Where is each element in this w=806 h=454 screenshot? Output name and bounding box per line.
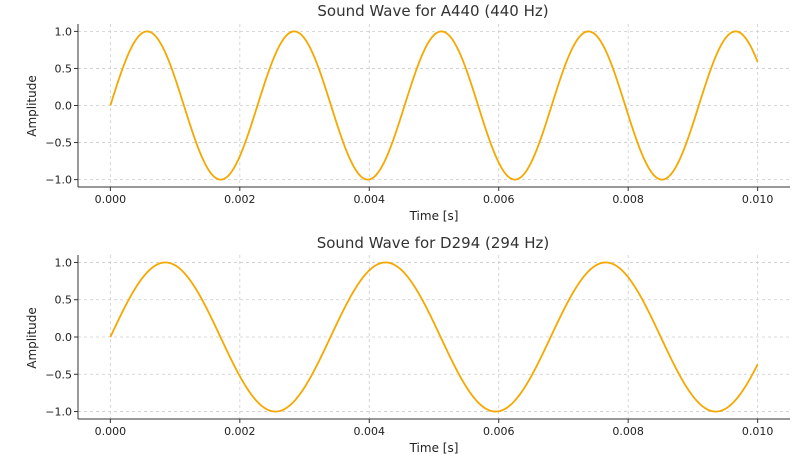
a440-y-tick-label: 0.0 (55, 100, 73, 113)
d294-y-tick-label: 1.0 (55, 256, 73, 269)
a440-x-tick-label: 0.010 (742, 193, 774, 206)
d294-plot: Sound Wave for D294 (294 Hz) Amplitude T… (25, 234, 790, 454)
a440-y-tick-label: −1.0 (45, 174, 72, 187)
d294-x-axis-label: Time [s] (409, 441, 459, 454)
d294-y-tick-label: −1.0 (45, 406, 72, 419)
d294-x-tick-label: 0.000 (95, 425, 127, 438)
d294-x-tick-label: 0.006 (483, 425, 515, 438)
a440-x-tick-label: 0.008 (612, 193, 644, 206)
d294-sine-wave-line (109, 261, 759, 413)
a440-sine-wave-line (109, 30, 759, 181)
d294-x-tick-label: 0.010 (742, 425, 774, 438)
d294-y-tick-label: 0.0 (55, 331, 73, 344)
a440-x-tick-label: 0.004 (354, 193, 386, 206)
a440-x-axis-label: Time [s] (409, 209, 459, 223)
a440-y-axis-label: Amplitude (25, 75, 39, 137)
d294-x-tick-label: 0.002 (224, 425, 256, 438)
d294-plot-title: Sound Wave for D294 (294 Hz) (317, 234, 550, 252)
d294-y-axis-label: Amplitude (25, 307, 39, 369)
a440-x-tick-label: 0.000 (95, 193, 127, 206)
a440-x-tick-label: 0.006 (483, 193, 515, 206)
d294-y-tick-label: 0.5 (55, 294, 73, 307)
d294-x-tick-label: 0.004 (354, 425, 386, 438)
a440-plot-title: Sound Wave for A440 (440 Hz) (317, 2, 548, 20)
a440-y-tick-label: 0.5 (55, 62, 73, 75)
a440-plot: Sound Wave for A440 (440 Hz) Amplitude T… (25, 2, 790, 223)
a440-x-tick-label: 0.002 (224, 193, 256, 206)
a440-y-tick-label: −0.5 (45, 137, 72, 150)
a440-y-tick-label: 1.0 (55, 25, 73, 38)
d294-x-tick-label: 0.008 (612, 425, 644, 438)
d294-y-tick-label: −0.5 (45, 368, 72, 381)
